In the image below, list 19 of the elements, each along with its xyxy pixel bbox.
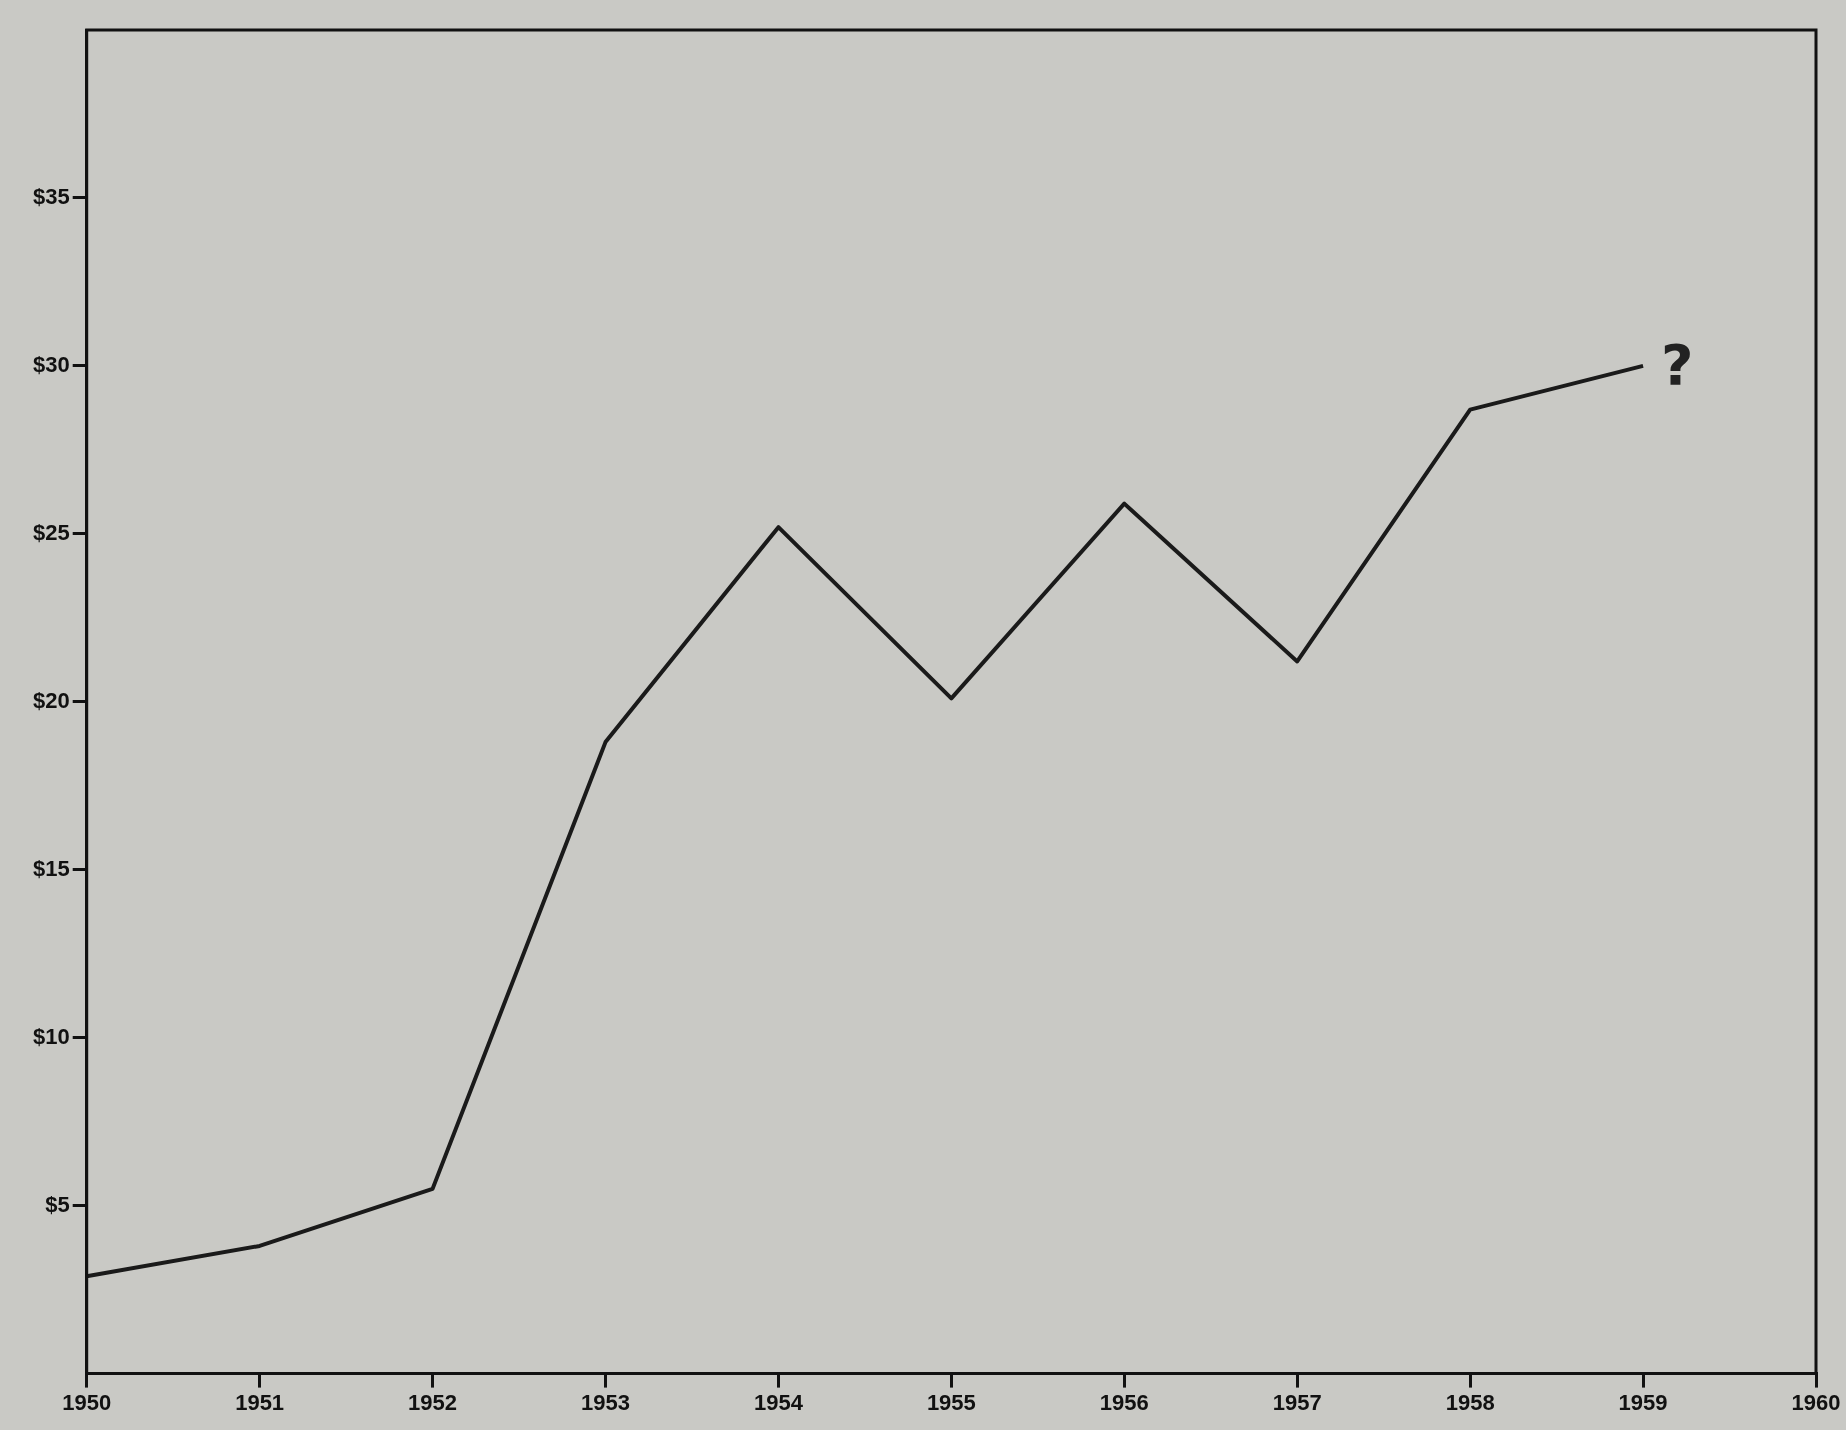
- x-tick-label: 1957: [1272, 1389, 1322, 1415]
- y-tick-label: $35: [32, 184, 70, 210]
- x-tick-label: 1952: [408, 1389, 458, 1415]
- x-tick-label: 1953: [581, 1389, 630, 1415]
- annotation: ?: [1661, 332, 1694, 398]
- y-tick-label: $20: [32, 687, 70, 713]
- x-tick-label: 1955: [926, 1389, 976, 1415]
- y-tick-label: $30: [32, 351, 70, 377]
- x-tick-label: 1960: [1791, 1389, 1841, 1415]
- x-tick-label: 1956: [1099, 1389, 1149, 1415]
- x-tick-label: 1954: [753, 1389, 804, 1415]
- x-tick-label: 1951: [235, 1389, 285, 1415]
- x-tick-label: 1958: [1445, 1389, 1495, 1415]
- y-tick-label: $25: [32, 519, 70, 545]
- x-tick-label: 1959: [1618, 1389, 1668, 1415]
- y-tick-label: $5: [45, 1191, 70, 1217]
- x-tick-label: 1950: [62, 1389, 112, 1415]
- y-tick-label: $10: [32, 1023, 70, 1049]
- y-tick-label: $15: [32, 855, 70, 881]
